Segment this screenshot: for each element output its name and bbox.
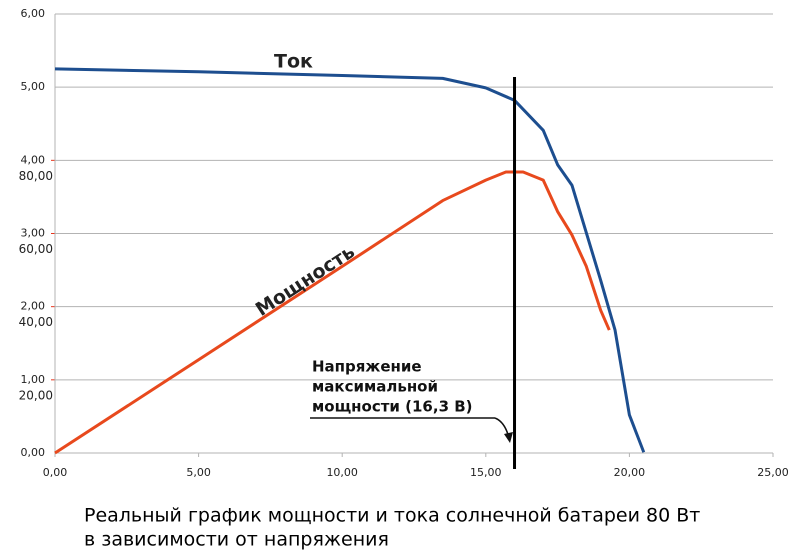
annotation: мощности (16,3 В) bbox=[312, 398, 473, 416]
x-tick-label: 20,00 bbox=[614, 466, 646, 479]
y-tick-label: 6,00 bbox=[21, 7, 46, 20]
y2-tick-label: 80,00 bbox=[19, 169, 53, 183]
series-label: Ток bbox=[274, 51, 313, 73]
x-tick-label: 15,00 bbox=[470, 466, 502, 479]
chart-title: в зависимости от напряжения bbox=[84, 529, 389, 551]
y-tick-label: 4,00 bbox=[21, 153, 46, 166]
chart-title: Реальный график мощности и тока солнечно… bbox=[84, 505, 700, 527]
series-line bbox=[54, 170, 611, 455]
y2-tick-label: 60,00 bbox=[19, 242, 53, 256]
y-tick-label: 0,00 bbox=[21, 446, 46, 459]
y2-tick-label: 20,00 bbox=[19, 388, 53, 402]
x-tick-label: 0,00 bbox=[43, 466, 68, 479]
series-line bbox=[54, 67, 646, 453]
x-tick-label: 25,00 bbox=[757, 466, 789, 479]
series-label: Мощность bbox=[252, 241, 359, 321]
annotation: максимальной bbox=[312, 378, 438, 396]
x-tick-label: 10,00 bbox=[326, 466, 358, 479]
y-tick-label: 5,00 bbox=[21, 80, 46, 93]
annotation-arrowhead bbox=[504, 432, 513, 443]
y-tick-label: 2,00 bbox=[21, 300, 46, 313]
y-tick-label: 3,00 bbox=[21, 227, 46, 240]
x-tick-label: 5,00 bbox=[186, 466, 211, 479]
y-tick-label: 1,00 bbox=[21, 373, 46, 386]
annotation: Напряжение bbox=[312, 358, 422, 376]
plot-area: 0,00 1,00 2,00 3,00 4,00 5,00 6,00 20,00 40,00 60… bbox=[19, 7, 789, 479]
y2-tick-label: 40,00 bbox=[19, 315, 53, 329]
